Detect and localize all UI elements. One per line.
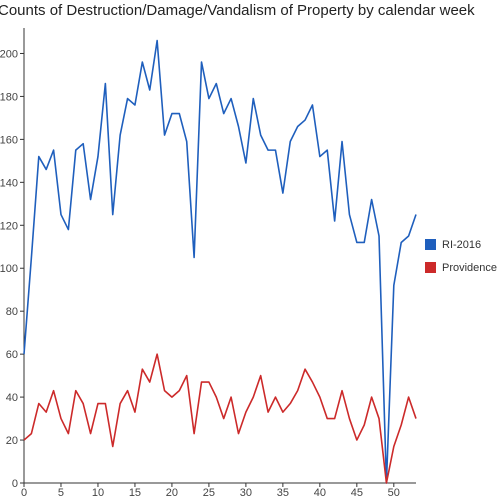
y-tick-label: 60 — [6, 349, 18, 361]
legend-item: Providence — [425, 261, 497, 274]
x-tick-label: 5 — [58, 487, 64, 499]
y-tick-label: 100 — [0, 263, 18, 275]
y-tick-label: 140 — [0, 177, 18, 189]
y-tick-label: 40 — [6, 392, 18, 404]
legend-swatch — [425, 262, 436, 273]
y-tick-label: 80 — [6, 306, 18, 318]
y-tick-label: 0 — [12, 478, 18, 490]
y-tick-label: 160 — [0, 134, 18, 146]
x-tick-label: 30 — [240, 487, 252, 499]
y-tick-label: 120 — [0, 220, 18, 232]
x-tick-label: 10 — [92, 487, 104, 499]
legend-label: Providence — [442, 261, 498, 274]
y-tick-label: 180 — [0, 91, 18, 103]
legend-item: RI-2016 — [425, 238, 497, 251]
legend-label: RI-2016 — [442, 238, 482, 251]
series-line-providence — [23, 353, 417, 484]
legend-swatch — [425, 239, 436, 250]
x-tick-label: 15 — [129, 487, 141, 499]
x-tick-label: 50 — [388, 487, 400, 499]
y-tick-label: 200 — [0, 48, 18, 60]
x-tick-label: 25 — [203, 487, 215, 499]
x-tick-label: 35 — [277, 487, 289, 499]
x-tick-label: 40 — [314, 487, 326, 499]
legend: RI-2016 Providence — [425, 238, 497, 284]
series-line-ri-2016 — [23, 39, 417, 484]
chart-title: Counts of Destruction/Damage/Vandalism o… — [0, 2, 475, 19]
x-tick-label: 0 — [21, 487, 27, 499]
y-tick-label: 20 — [6, 435, 18, 447]
x-tick-label: 45 — [351, 487, 363, 499]
chart-axes: 0 20 40 60 80 100 120 140 160 180 200 0 5 10 15 20 25 30 3… — [0, 28, 416, 499]
x-tick-label: 20 — [166, 487, 178, 499]
chart-lines — [23, 39, 417, 484]
